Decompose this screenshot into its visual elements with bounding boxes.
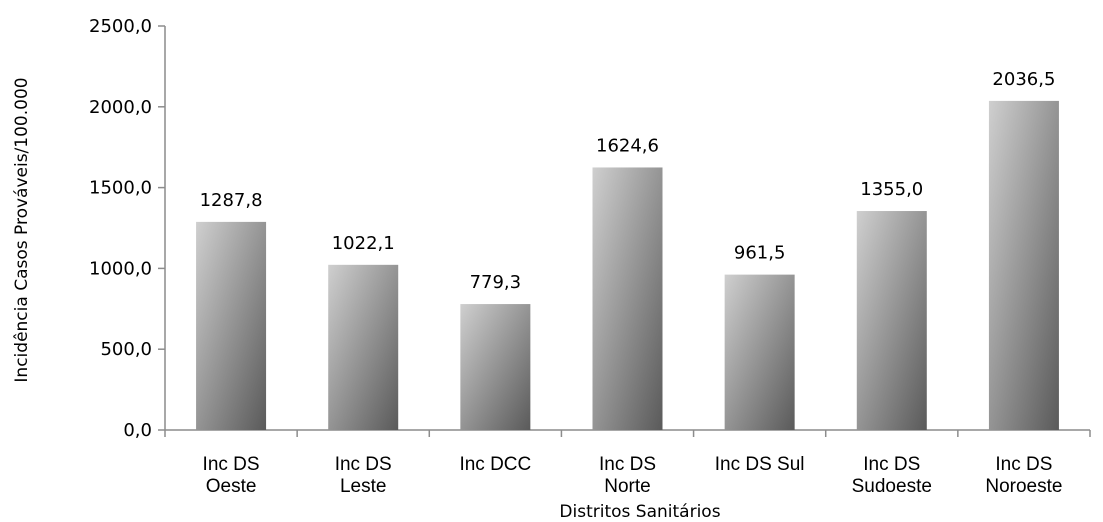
- y-tick-label: 1500,0: [89, 178, 152, 199]
- bar: [856, 211, 927, 430]
- data-label: 2036,5: [992, 69, 1055, 90]
- y-tick-label: 500,0: [100, 339, 152, 360]
- bar: [328, 264, 399, 430]
- data-label: 961,5: [734, 243, 786, 264]
- labels: 1287,8 Inc DS Oeste 1022,1 Inc DS Leste 779,3 I…: [200, 69, 1063, 497]
- y-tick-label: 2500,0: [89, 16, 152, 37]
- data-label: 779,3: [470, 272, 522, 293]
- axes: 0,0 500,0 1000,0 1500,0 2000,0 2500,0: [89, 16, 1091, 441]
- bar: [460, 304, 531, 430]
- category-label: Inc DS Sudoeste: [852, 454, 932, 497]
- bar: [196, 221, 267, 430]
- bar: [592, 167, 663, 430]
- bar: [724, 274, 795, 430]
- y-tick-label: 1000,0: [89, 258, 152, 279]
- bar: [988, 100, 1059, 430]
- x-axis-title: Distritos Sanitários: [559, 502, 720, 522]
- category-label: Inc DS Oeste: [203, 454, 260, 497]
- category-label: Inc DS Norte: [599, 454, 656, 497]
- y-tick-label: 0,0: [123, 420, 152, 441]
- data-label: 1287,8: [200, 190, 263, 211]
- bars: [196, 100, 1059, 430]
- data-label: 1624,6: [596, 135, 659, 156]
- data-label: 1022,1: [332, 233, 395, 254]
- category-label: Inc DS Sul: [715, 454, 805, 475]
- category-label: Inc DS Leste: [335, 454, 392, 497]
- y-axis-title: Incidência Casos Prováveis/100.000: [12, 77, 32, 382]
- category-label: Inc DS Noroeste: [985, 454, 1062, 497]
- data-label: 1355,0: [860, 179, 923, 200]
- category-label: Inc DCC: [459, 454, 531, 475]
- y-tick-label: 2000,0: [89, 97, 152, 118]
